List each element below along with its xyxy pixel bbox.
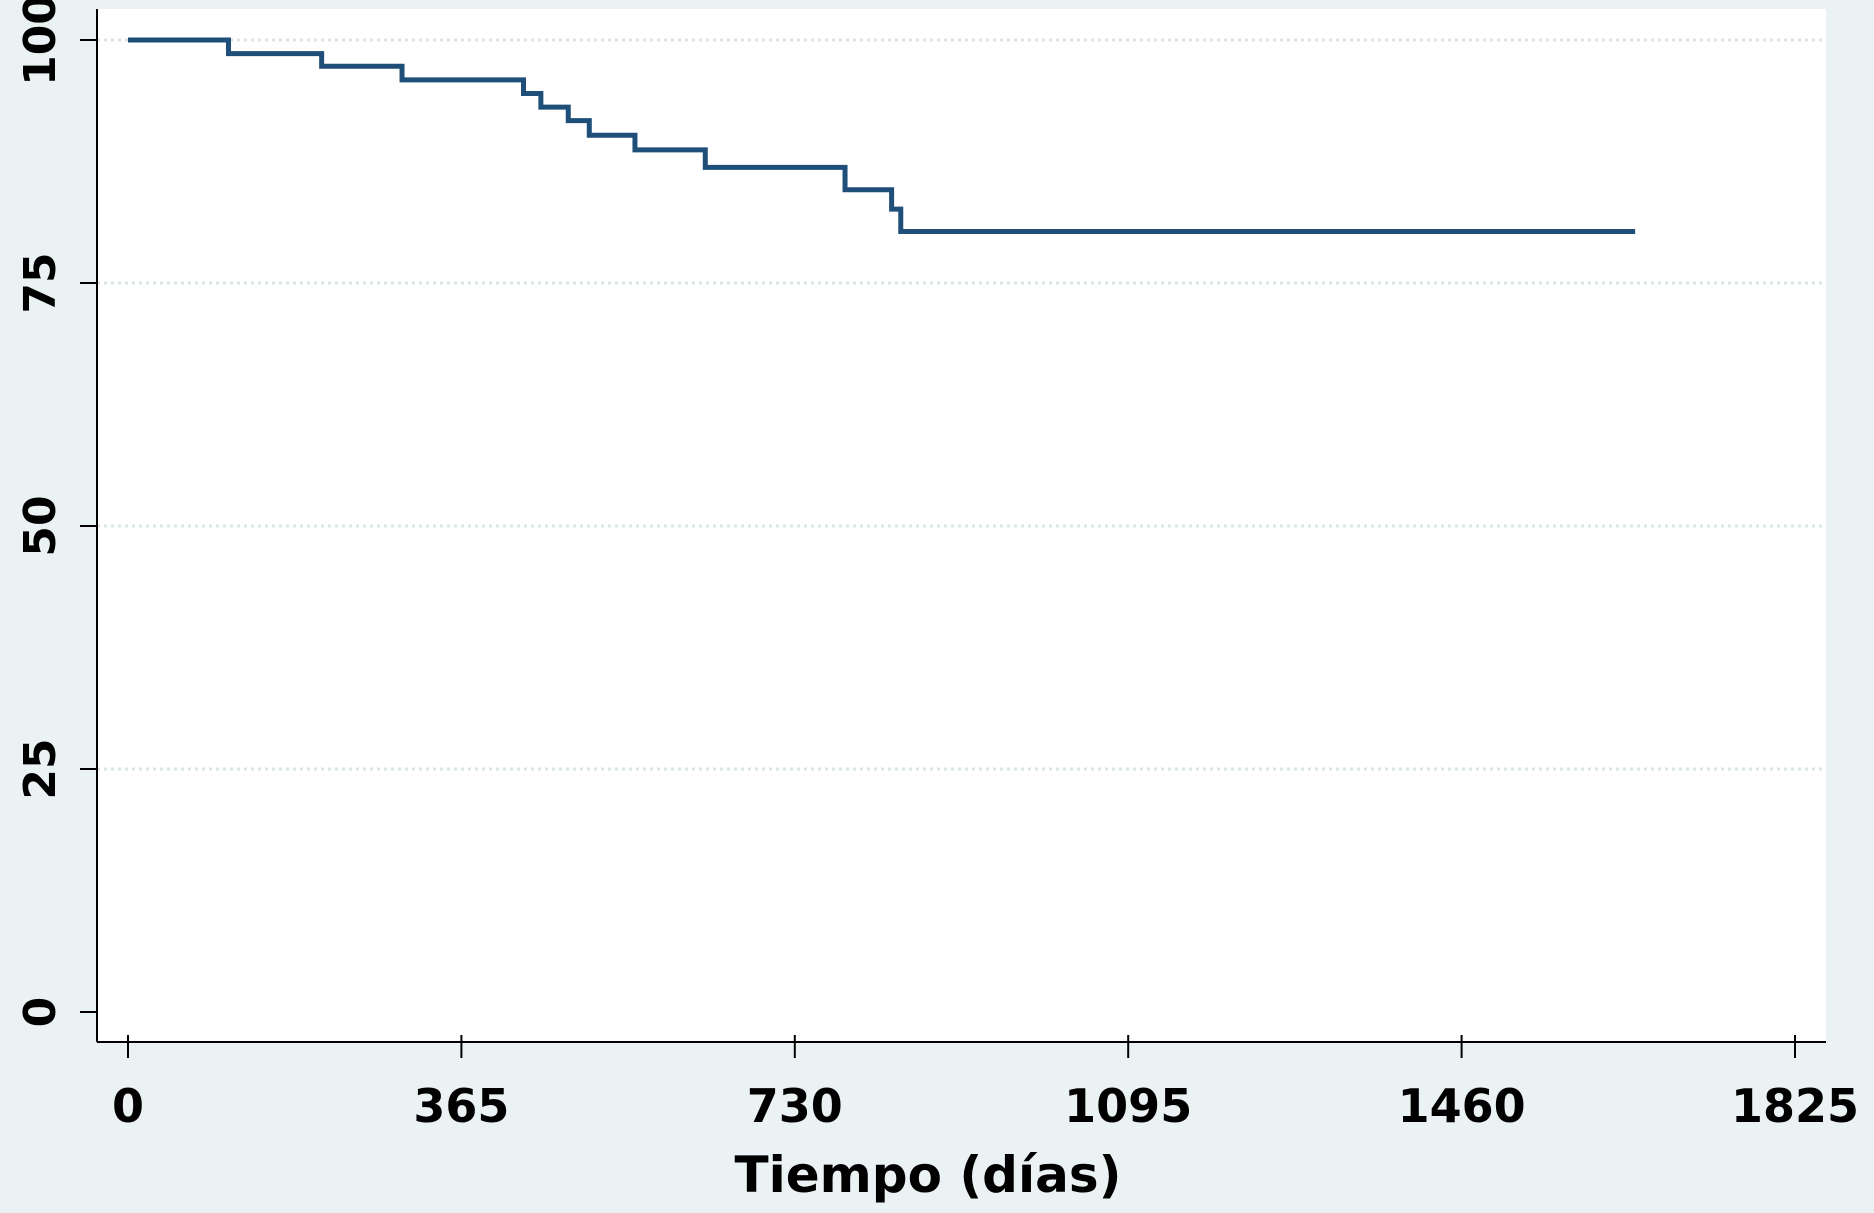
x-tick-label: 1095: [1064, 1079, 1192, 1133]
x-tick-label: 1825: [1731, 1079, 1859, 1133]
x-tick-label: 730: [747, 1079, 843, 1133]
y-tick-label: 75: [15, 252, 66, 313]
y-tick-label: 0: [15, 997, 66, 1028]
x-tick-label: 0: [112, 1079, 144, 1133]
grid-layer: [97, 38, 1826, 771]
x-axis-title: Tiempo (días): [735, 1146, 1122, 1204]
ticks-layer: 0 25 50 75 100 0 365 730 1095 1460 1825: [15, 0, 1859, 1133]
x-tick-label: 1460: [1398, 1079, 1526, 1133]
survival-curve: [128, 37, 1636, 234]
x-tick-label: 365: [413, 1079, 509, 1133]
y-tick-label: 25: [15, 738, 66, 799]
y-tick-label: 50: [15, 495, 66, 556]
series-layer: [128, 37, 1636, 234]
y-tick-label: 100: [15, 0, 66, 86]
